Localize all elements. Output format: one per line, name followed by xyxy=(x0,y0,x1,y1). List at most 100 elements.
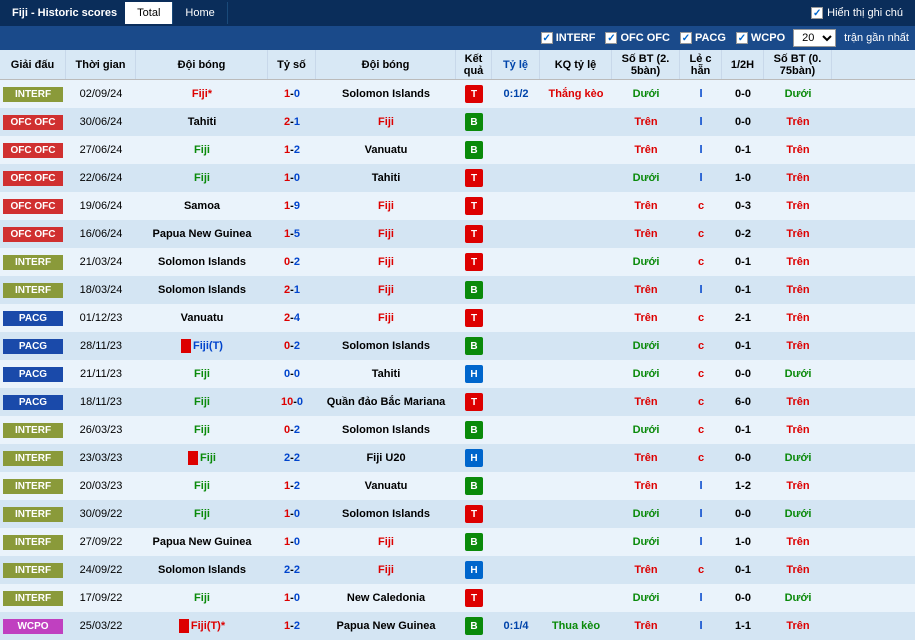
tab-total[interactable]: Total xyxy=(125,2,173,24)
away-team[interactable]: Tahiti xyxy=(316,164,456,192)
away-team[interactable]: Fiji xyxy=(316,220,456,248)
home-team[interactable]: Fiji xyxy=(136,164,268,192)
away-team[interactable]: Solomon Islands xyxy=(316,332,456,360)
match-score[interactable]: 2-2 xyxy=(268,556,316,584)
match-score[interactable]: 2-1 xyxy=(268,108,316,136)
away-team[interactable]: Fiji xyxy=(316,304,456,332)
filter-checkbox[interactable] xyxy=(541,32,553,44)
away-team[interactable]: Tahiti xyxy=(316,360,456,388)
tab-home[interactable]: Home xyxy=(173,2,227,24)
col-header-bt075[interactable]: Số BT (0. 75bàn) xyxy=(764,50,832,79)
match-score[interactable]: 10-0 xyxy=(268,388,316,416)
filter-interf[interactable]: INTERF xyxy=(541,32,596,44)
home-team[interactable]: Fiji xyxy=(136,360,268,388)
filter-wcpo[interactable]: WCPO xyxy=(736,32,785,44)
home-team[interactable]: Fiji xyxy=(136,584,268,612)
table-row[interactable]: INTERF27/09/22Papua New Guinea1-0FijiBDư… xyxy=(0,528,915,556)
away-team[interactable]: Fiji xyxy=(316,276,456,304)
col-header-bt25[interactable]: Số BT (2. 5bàn) xyxy=(612,50,680,79)
home-team[interactable]: Fiji xyxy=(136,136,268,164)
table-row[interactable]: INTERF21/03/24Solomon Islands0-2FijiTDướ… xyxy=(0,248,915,276)
col-header-score[interactable]: Tỷ số xyxy=(268,50,316,79)
table-row[interactable]: INTERF26/03/23Fiji0-2Solomon IslandsBDướ… xyxy=(0,416,915,444)
away-team[interactable]: Vanuatu xyxy=(316,472,456,500)
table-row[interactable]: INTERF20/03/23Fiji1-2VanuatuBTrênl1-2Trê… xyxy=(0,472,915,500)
table-row[interactable]: INTERF17/09/22Fiji1-0New CaledoniaTDướil… xyxy=(0,584,915,612)
filter-checkbox[interactable] xyxy=(605,32,617,44)
col-header-odds-result[interactable]: KQ tỷ lệ xyxy=(540,50,612,79)
table-row[interactable]: PACG18/11/23Fiji10-0Quần đảo Bắc Mariana… xyxy=(0,388,915,416)
home-team[interactable]: Fiji(T) xyxy=(136,332,268,360)
filter-ofc-ofc[interactable]: OFC OFC xyxy=(605,32,670,44)
home-team[interactable]: Vanuatu xyxy=(136,304,268,332)
home-team[interactable]: Papua New Guinea xyxy=(136,528,268,556)
match-score[interactable]: 1-0 xyxy=(268,80,316,108)
match-score[interactable]: 1-0 xyxy=(268,164,316,192)
table-row[interactable]: WCPO25/03/22Fiji(T)*1-2Papua New GuineaB… xyxy=(0,612,915,640)
col-header-time[interactable]: Thời gian xyxy=(66,50,136,79)
away-team[interactable]: Fiji xyxy=(316,248,456,276)
away-team[interactable]: Fiji xyxy=(316,528,456,556)
col-header-competition[interactable]: Giải đấu xyxy=(0,50,66,79)
match-score[interactable]: 0-0 xyxy=(268,360,316,388)
match-score[interactable]: 1-2 xyxy=(268,472,316,500)
match-score[interactable]: 1-9 xyxy=(268,192,316,220)
home-team[interactable]: Samoa xyxy=(136,192,268,220)
table-row[interactable]: INTERF30/09/22Fiji1-0Solomon IslandsTDướ… xyxy=(0,500,915,528)
match-score[interactable]: 1-5 xyxy=(268,220,316,248)
away-team[interactable]: Fiji xyxy=(316,556,456,584)
away-team[interactable]: New Caledonia xyxy=(316,584,456,612)
match-score[interactable]: 1-2 xyxy=(268,612,316,640)
table-row[interactable]: OFC OFC30/06/24Tahiti2-1FijiBTrênl0-0Trê… xyxy=(0,108,915,136)
away-team[interactable]: Quần đảo Bắc Mariana xyxy=(316,388,456,416)
table-row[interactable]: OFC OFC16/06/24Papua New Guinea1-5FijiTT… xyxy=(0,220,915,248)
col-header-halftime[interactable]: 1/2H xyxy=(722,50,764,79)
away-team[interactable]: Vanuatu xyxy=(316,136,456,164)
away-team[interactable]: Fiji xyxy=(316,192,456,220)
match-score[interactable]: 0-2 xyxy=(268,332,316,360)
recent-count-dropdown[interactable]: 20 xyxy=(793,29,836,47)
away-team[interactable]: Solomon Islands xyxy=(316,500,456,528)
match-score[interactable]: 2-2 xyxy=(268,444,316,472)
home-team[interactable]: Fiji xyxy=(136,388,268,416)
col-header-lechan[interactable]: Lẻ c hẵn xyxy=(680,50,722,79)
away-team[interactable]: Solomon Islands xyxy=(316,416,456,444)
col-header-odds[interactable]: Tỷ lệ xyxy=(492,50,540,79)
table-row[interactable]: PACG28/11/23Fiji(T)0-2Solomon IslandsBDư… xyxy=(0,332,915,360)
match-score[interactable]: 1-0 xyxy=(268,500,316,528)
home-team[interactable]: Tahiti xyxy=(136,108,268,136)
table-row[interactable]: PACG01/12/23Vanuatu2-4FijiTTrênc2-1Trên xyxy=(0,304,915,332)
col-header-result[interactable]: Kết quả xyxy=(456,50,492,79)
match-score[interactable]: 2-1 xyxy=(268,276,316,304)
table-row[interactable]: OFC OFC27/06/24Fiji1-2VanuatuBTrênl0-1Tr… xyxy=(0,136,915,164)
away-team[interactable]: Papua New Guinea xyxy=(316,612,456,640)
home-team[interactable]: Fiji xyxy=(136,500,268,528)
table-row[interactable]: PACG21/11/23Fiji0-0TahitiHDướic0-0Dưới xyxy=(0,360,915,388)
away-team[interactable]: Solomon Islands xyxy=(316,80,456,108)
match-score[interactable]: 1-2 xyxy=(268,136,316,164)
col-header-away-team[interactable]: Đội bóng xyxy=(316,50,456,79)
home-team[interactable]: Solomon Islands xyxy=(136,556,268,584)
away-team[interactable]: Fiji U20 xyxy=(316,444,456,472)
match-score[interactable]: 1-0 xyxy=(268,528,316,556)
table-row[interactable]: OFC OFC22/06/24Fiji1-0TahitiTDướil1-0Trê… xyxy=(0,164,915,192)
match-score[interactable]: 0-2 xyxy=(268,416,316,444)
away-team[interactable]: Fiji xyxy=(316,108,456,136)
match-score[interactable]: 1-0 xyxy=(268,584,316,612)
table-row[interactable]: OFC OFC19/06/24Samoa1-9FijiTTrênc0-3Trên xyxy=(0,192,915,220)
table-row[interactable]: INTERF02/09/24Fiji*1-0Solomon IslandsT0:… xyxy=(0,80,915,108)
match-score[interactable]: 0-2 xyxy=(268,248,316,276)
home-team[interactable]: Solomon Islands xyxy=(136,276,268,304)
table-row[interactable]: INTERF24/09/22Solomon Islands2-2FijiHTrê… xyxy=(0,556,915,584)
home-team[interactable]: Fiji(T)* xyxy=(136,612,268,640)
home-team[interactable]: Solomon Islands xyxy=(136,248,268,276)
table-row[interactable]: INTERF23/03/23Fiji2-2Fiji U20HTrênc0-0Dư… xyxy=(0,444,915,472)
home-team[interactable]: Fiji xyxy=(136,444,268,472)
filter-pacg[interactable]: PACG xyxy=(680,32,726,44)
match-score[interactable]: 2-4 xyxy=(268,304,316,332)
table-row[interactable]: INTERF18/03/24Solomon Islands2-1FijiBTrê… xyxy=(0,276,915,304)
filter-checkbox[interactable] xyxy=(680,32,692,44)
filter-checkbox[interactable] xyxy=(736,32,748,44)
home-team[interactable]: Fiji xyxy=(136,416,268,444)
show-notes-checkbox[interactable] xyxy=(811,7,823,19)
